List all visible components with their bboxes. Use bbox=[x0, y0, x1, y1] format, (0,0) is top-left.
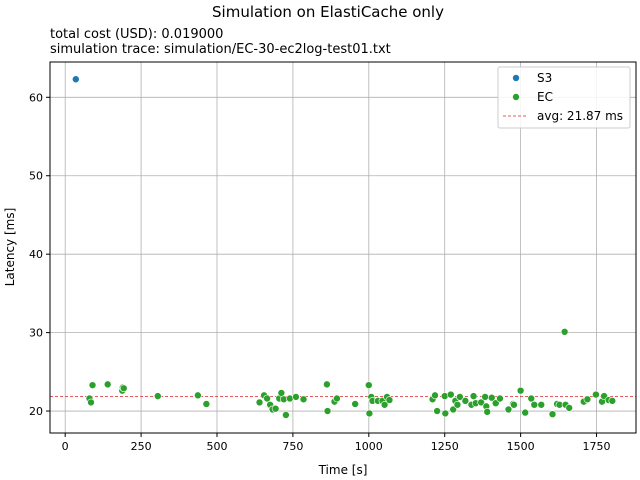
y-tick-label: 60 bbox=[29, 91, 43, 104]
point-ec bbox=[527, 394, 536, 403]
point-ec bbox=[380, 400, 389, 409]
chart-subtitle-trace: simulation trace: simulation/EC-30-ec2lo… bbox=[50, 42, 391, 57]
x-tick-label: 250 bbox=[131, 440, 152, 453]
point-ec bbox=[510, 400, 518, 409]
y-tick-label: 30 bbox=[29, 327, 43, 340]
x-tick-label: 0 bbox=[62, 440, 69, 453]
point-ec bbox=[385, 396, 394, 404]
point-ec bbox=[537, 400, 546, 409]
y-axis-label: Latency [ms] bbox=[3, 208, 17, 287]
y-tick-label: 40 bbox=[29, 248, 43, 261]
chart-title: Simulation on ElastiCache only bbox=[212, 3, 444, 21]
point-ec bbox=[504, 405, 513, 414]
y-tick-label: 50 bbox=[29, 170, 43, 183]
point-ec bbox=[481, 393, 489, 401]
legend-label-s3: S3 bbox=[537, 71, 552, 85]
point-ec bbox=[351, 400, 359, 408]
point-ec bbox=[365, 409, 374, 418]
point-ec bbox=[521, 408, 529, 417]
point-ec bbox=[560, 328, 569, 336]
point-ec bbox=[263, 394, 271, 403]
point-ec bbox=[608, 397, 617, 405]
point-ec bbox=[103, 380, 112, 389]
legend: S3 EC avg: 21.87 ms bbox=[497, 66, 631, 129]
point-ec bbox=[449, 405, 458, 414]
point-ec bbox=[453, 400, 462, 409]
x-tick-label: 500 bbox=[206, 440, 227, 453]
y-tick-label: 20 bbox=[29, 405, 43, 418]
x-tick-label: 1000 bbox=[355, 440, 383, 453]
point-ec bbox=[530, 400, 539, 409]
point-s3 bbox=[72, 75, 80, 84]
axis-ticks: 0 250 500 750 1000 1250 1500 1750 20 30 40 50 60 bbox=[29, 91, 611, 453]
point-ec bbox=[431, 391, 439, 400]
point-ec bbox=[565, 404, 574, 412]
point-ec bbox=[487, 393, 496, 402]
point-ec bbox=[583, 395, 592, 404]
point-ec bbox=[496, 394, 504, 403]
legend-marker-s3 bbox=[512, 74, 520, 82]
point-ec bbox=[282, 411, 290, 419]
point-ec bbox=[119, 384, 128, 393]
point-ec bbox=[88, 381, 97, 389]
legend-box bbox=[497, 66, 631, 129]
legend-label-avg: avg: 21.87 ms bbox=[537, 109, 623, 123]
point-ec bbox=[446, 390, 455, 399]
point-ec bbox=[87, 398, 95, 407]
point-ec bbox=[456, 393, 464, 401]
point-ec bbox=[477, 398, 485, 407]
point-ec bbox=[255, 398, 264, 407]
point-ec bbox=[516, 386, 525, 395]
point-ec bbox=[592, 390, 600, 399]
point-ec bbox=[491, 399, 500, 407]
point-ec bbox=[299, 395, 308, 404]
point-ec bbox=[469, 392, 478, 400]
x-axis-label: Time [s] bbox=[318, 463, 368, 477]
point-ec bbox=[292, 393, 300, 401]
x-tick-label: 1750 bbox=[583, 440, 611, 453]
point-ec bbox=[153, 392, 162, 400]
x-tick-label: 1500 bbox=[507, 440, 535, 453]
data-points bbox=[72, 75, 617, 419]
plot-frame bbox=[49, 61, 637, 434]
point-ec bbox=[333, 394, 341, 403]
point-ec bbox=[461, 397, 470, 405]
point-ec bbox=[323, 380, 331, 389]
point-ec bbox=[271, 404, 280, 413]
chart-subtitle-cost: total cost (USD): 0.019000 bbox=[50, 27, 223, 42]
point-ec bbox=[194, 391, 202, 400]
point-ec bbox=[433, 407, 441, 415]
x-tick-label: 1250 bbox=[431, 440, 459, 453]
point-ec bbox=[483, 408, 492, 416]
point-ec bbox=[548, 410, 557, 418]
legend-marker-ec bbox=[512, 93, 520, 101]
point-ec bbox=[365, 381, 373, 389]
point-ec bbox=[277, 389, 286, 397]
x-tick-label: 750 bbox=[282, 440, 303, 453]
point-ec bbox=[202, 400, 211, 408]
point-ec bbox=[323, 407, 332, 415]
legend-label-ec: EC bbox=[537, 90, 553, 104]
point-ec bbox=[441, 409, 450, 418]
